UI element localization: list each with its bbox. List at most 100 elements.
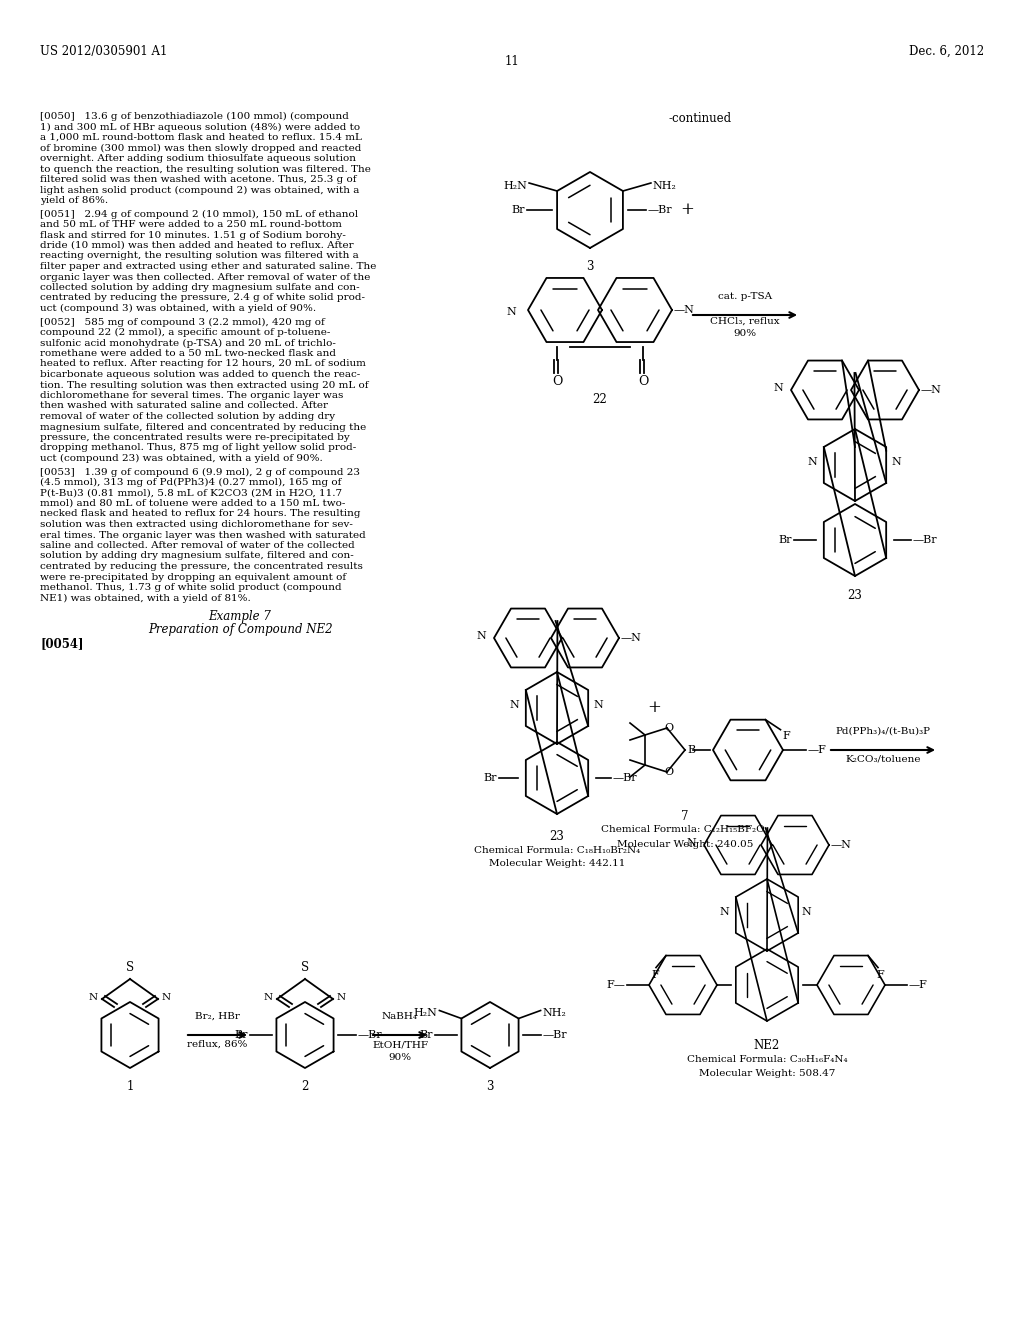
Text: -continued: -continued [669, 112, 731, 125]
Text: [0051]   2.94 g of compound 2 (10 mmol), 150 mL of ethanol: [0051] 2.94 g of compound 2 (10 mmol), 1… [40, 210, 358, 219]
Text: reflux, 86%: reflux, 86% [186, 1040, 247, 1049]
Text: +: + [647, 700, 660, 717]
Text: —F: —F [808, 744, 826, 755]
Text: N: N [89, 993, 98, 1002]
Text: Molecular Weight: 240.05: Molecular Weight: 240.05 [616, 840, 754, 849]
Text: NE2: NE2 [754, 1039, 780, 1052]
Text: Br: Br [483, 774, 497, 783]
Text: N: N [686, 838, 696, 847]
Text: dropping methanol. Thus, 875 mg of light yellow solid prod-: dropping methanol. Thus, 875 mg of light… [40, 444, 356, 453]
Text: to quench the reaction, the resulting solution was filtered. The: to quench the reaction, the resulting so… [40, 165, 371, 173]
Text: NaBH₄: NaBH₄ [382, 1012, 418, 1020]
Text: 3: 3 [587, 260, 594, 273]
Text: Example 7: Example 7 [209, 610, 271, 623]
Text: N: N [891, 457, 901, 467]
Text: O: O [638, 375, 648, 388]
Text: filter paper and extracted using ether and saturated saline. The: filter paper and extracted using ether a… [40, 261, 377, 271]
Text: of bromine (300 mmol) was then slowly dropped and reacted: of bromine (300 mmol) was then slowly dr… [40, 144, 361, 153]
Text: —N: —N [921, 385, 942, 395]
Text: bicarbonate aqueous solution was added to quench the reac-: bicarbonate aqueous solution was added t… [40, 370, 360, 379]
Text: N: N [593, 700, 603, 710]
Text: then washed with saturated saline and collected. After: then washed with saturated saline and co… [40, 401, 328, 411]
Text: Dec. 6, 2012: Dec. 6, 2012 [909, 45, 984, 58]
Text: 23: 23 [848, 589, 862, 602]
Text: Pd(PPh₃)₄/(t-Bu)₃P: Pd(PPh₃)₄/(t-Bu)₃P [836, 727, 931, 737]
Text: tion. The resulting solution was then extracted using 20 mL of: tion. The resulting solution was then ex… [40, 380, 369, 389]
Text: EtOH/THF: EtOH/THF [372, 1040, 428, 1049]
Text: O: O [665, 767, 674, 777]
Text: Preparation of Compound NE2: Preparation of Compound NE2 [147, 623, 333, 636]
Text: NH₂: NH₂ [543, 1008, 566, 1019]
Text: were re-precipitated by dropping an equivalent amount of: were re-precipitated by dropping an equi… [40, 573, 346, 582]
Text: Chemical Formula: C₃₀H₁₆F₄N₄: Chemical Formula: C₃₀H₁₆F₄N₄ [687, 1055, 847, 1064]
Text: pressure, the concentrated results were re-precipitated by: pressure, the concentrated results were … [40, 433, 350, 442]
Text: compound 22 (2 mmol), a specific amount of p-toluene-: compound 22 (2 mmol), a specific amount … [40, 327, 331, 337]
Text: mmol) and 80 mL of toluene were added to a 150 mL two-: mmol) and 80 mL of toluene were added to… [40, 499, 345, 508]
Text: K₂CO₃/toluene: K₂CO₃/toluene [845, 755, 921, 764]
Text: saline and collected. After removal of water of the collected: saline and collected. After removal of w… [40, 541, 354, 550]
Text: (4.5 mmol), 313 mg of Pd(PPh3)4 (0.27 mmol), 165 mg of: (4.5 mmol), 313 mg of Pd(PPh3)4 (0.27 mm… [40, 478, 341, 487]
Text: N: N [506, 308, 516, 317]
Text: N: N [476, 631, 486, 642]
Text: heated to reflux. After reacting for 12 hours, 20 mL of sodium: heated to reflux. After reacting for 12 … [40, 359, 366, 368]
Text: —Br: —Br [648, 205, 673, 215]
Text: N: N [801, 907, 811, 917]
Text: overnight. After adding sodium thiosulfate aqueous solution: overnight. After adding sodium thiosulfa… [40, 154, 356, 162]
Text: light ashen solid product (compound 2) was obtained, with a: light ashen solid product (compound 2) w… [40, 186, 359, 194]
Text: —Br: —Br [913, 535, 938, 545]
Text: [0053]   1.39 g of compound 6 (9.9 mol), 2 g of compound 23: [0053] 1.39 g of compound 6 (9.9 mol), 2… [40, 467, 360, 477]
Text: dichloromethane for several times. The organic layer was: dichloromethane for several times. The o… [40, 391, 343, 400]
Text: uct (compound 23) was obtained, with a yield of 90%.: uct (compound 23) was obtained, with a y… [40, 454, 323, 463]
Text: solution was then extracted using dichloromethane for sev-: solution was then extracted using dichlo… [40, 520, 353, 529]
Text: flask and stirred for 10 minutes. 1.51 g of Sodium borohy-: flask and stirred for 10 minutes. 1.51 g… [40, 231, 346, 239]
Text: F—: F— [606, 979, 625, 990]
Text: a 1,000 mL round-bottom flask and heated to reflux. 15.4 mL: a 1,000 mL round-bottom flask and heated… [40, 133, 361, 143]
Text: centrated by reducing the pressure, 2.4 g of white solid prod-: centrated by reducing the pressure, 2.4 … [40, 293, 365, 302]
Text: N: N [162, 993, 171, 1002]
Text: F: F [877, 970, 884, 979]
Text: magnesium sulfate, filtered and concentrated by reducing the: magnesium sulfate, filtered and concentr… [40, 422, 367, 432]
Text: N: N [509, 700, 519, 710]
Text: cat. p-TSA: cat. p-TSA [718, 292, 772, 301]
Text: Br: Br [420, 1030, 433, 1040]
Text: N: N [773, 383, 783, 393]
Text: methanol. Thus, 1.73 g of white solid product (compound: methanol. Thus, 1.73 g of white solid pr… [40, 583, 342, 593]
Text: 23: 23 [550, 830, 564, 843]
Text: F: F [782, 731, 791, 741]
Text: —N: —N [831, 840, 852, 850]
Text: necked flask and heated to reflux for 24 hours. The resulting: necked flask and heated to reflux for 24… [40, 510, 360, 519]
Text: Chemical Formula: C₁₈H₁₀Br₂N₄: Chemical Formula: C₁₈H₁₀Br₂N₄ [474, 846, 640, 855]
Text: CHCl₃, reflux: CHCl₃, reflux [711, 317, 780, 326]
Text: US 2012/0305901 A1: US 2012/0305901 A1 [40, 45, 167, 58]
Text: H₂N: H₂N [414, 1008, 437, 1019]
Text: solution by adding dry magnesium sulfate, filtered and con-: solution by adding dry magnesium sulfate… [40, 552, 353, 561]
Text: N: N [264, 993, 273, 1002]
Text: N: N [807, 457, 817, 467]
Text: organic layer was then collected. After removal of water of the: organic layer was then collected. After … [40, 272, 371, 281]
Text: 2: 2 [301, 1080, 308, 1093]
Text: 1: 1 [126, 1080, 134, 1093]
Text: 3: 3 [486, 1080, 494, 1093]
Text: removal of water of the collected solution by adding dry: removal of water of the collected soluti… [40, 412, 335, 421]
Text: B: B [687, 744, 695, 755]
Text: and 50 mL of THF were added to a 250 mL round-bottom: and 50 mL of THF were added to a 250 mL … [40, 220, 342, 228]
Text: romethane were added to a 50 mL two-necked flask and: romethane were added to a 50 mL two-neck… [40, 348, 336, 358]
Text: filtered solid was then washed with acetone. Thus, 25.3 g of: filtered solid was then washed with acet… [40, 176, 356, 183]
Text: F: F [651, 970, 658, 979]
Text: 22: 22 [593, 393, 607, 407]
Text: uct (compound 3) was obtained, with a yield of 90%.: uct (compound 3) was obtained, with a yi… [40, 304, 316, 313]
Text: +: + [680, 202, 694, 219]
Text: —Br: —Br [613, 774, 638, 783]
Text: Chemical Formula: C₁₂H₁₅BF₂O₂: Chemical Formula: C₁₂H₁₅BF₂O₂ [601, 825, 769, 834]
Text: Br: Br [234, 1030, 248, 1040]
Text: 7: 7 [681, 810, 689, 822]
Text: 11: 11 [505, 55, 519, 69]
Text: P(t-Bu)3 (0.81 mmol), 5.8 mL of K2CO3 (2M in H2O, 11.7: P(t-Bu)3 (0.81 mmol), 5.8 mL of K2CO3 (2… [40, 488, 342, 498]
Text: H₂N: H₂N [503, 181, 527, 191]
Text: NH₂: NH₂ [653, 181, 677, 191]
Text: O: O [552, 375, 562, 388]
Text: —Br: —Br [358, 1030, 383, 1040]
Text: 1) and 300 mL of HBr aqueous solution (48%) were added to: 1) and 300 mL of HBr aqueous solution (4… [40, 123, 360, 132]
Text: [0052]   585 mg of compound 3 (2.2 mmol), 420 mg of: [0052] 585 mg of compound 3 (2.2 mmol), … [40, 318, 325, 326]
Text: Molecular Weight: 442.11: Molecular Weight: 442.11 [488, 859, 626, 869]
